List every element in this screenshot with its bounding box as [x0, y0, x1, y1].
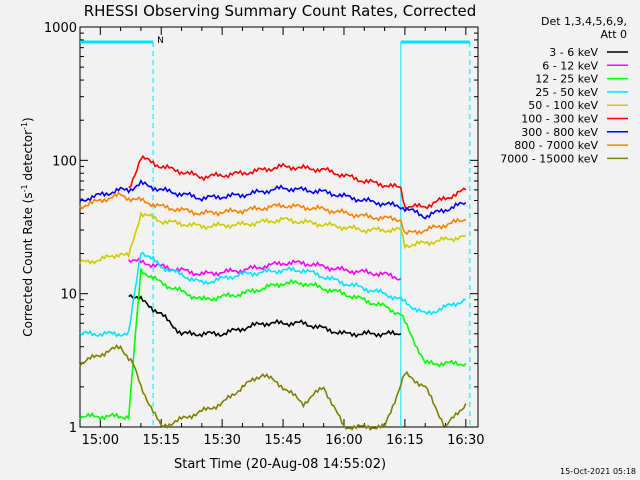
- legend-entry-label: 6 - 12 keV: [542, 59, 598, 72]
- x-tick-label: 15:30: [203, 433, 240, 448]
- plot-area: 1 10 100 1000 15:00 15:15 15:30 15:45 16:00 16:15…: [44, 21, 485, 448]
- series-line-0: [128, 294, 402, 339]
- x-tick-label: 15:15: [142, 433, 179, 448]
- y-tick-label: 10: [60, 288, 77, 303]
- legend-header-line2: Att 0: [601, 28, 627, 41]
- legend-entry-label: 3 - 6 keV: [549, 46, 598, 59]
- legend-entry-label: 300 - 800 keV: [521, 126, 598, 139]
- x-axis-label: Start Time (20-Aug-08 14:55:02): [174, 457, 386, 472]
- legend-header-line1: Det 1,3,4,5,6,9,: [541, 15, 627, 28]
- legend-entry-label: 25 - 50 keV: [535, 86, 598, 99]
- series-line-3: [79, 251, 466, 338]
- x-tick-label: 15:00: [82, 433, 119, 448]
- plot-frame: [79, 26, 479, 428]
- legend-entry-label: 800 - 7000 keV: [514, 139, 598, 152]
- y-tick-label: 1000: [44, 21, 77, 36]
- x-tick-label: 16:30: [447, 433, 484, 448]
- series-line-6: [79, 178, 467, 220]
- legend-entry-label: 100 - 300 keV: [521, 113, 598, 126]
- legend-entry-label: 50 - 100 keV: [528, 99, 598, 112]
- x-tick-label: 16:00: [325, 433, 362, 448]
- series-line-8: [79, 344, 467, 431]
- series-line-7: [79, 191, 467, 236]
- night-marker-label: N: [157, 36, 164, 46]
- series-line-4: [79, 211, 466, 265]
- y-axis-label: Corrected Count Rate (s-1 detector-1): [20, 117, 35, 336]
- x-tick-label: 16:15: [386, 433, 423, 448]
- y-tick-label: 1: [69, 421, 77, 436]
- series-line-5: [128, 154, 467, 211]
- series-line-2: [79, 268, 467, 421]
- legend-entry-label: 12 - 25 keV: [535, 73, 598, 86]
- timestamp: 15-Oct-2021 05:18: [560, 467, 636, 476]
- legend-entry-label: 7000 - 15000 keV: [500, 152, 598, 165]
- chart-title: RHESSI Observing Summary Count Rates, Co…: [84, 2, 477, 20]
- y-tick-label: 100: [52, 154, 77, 169]
- x-tick-label: 15:45: [264, 433, 301, 448]
